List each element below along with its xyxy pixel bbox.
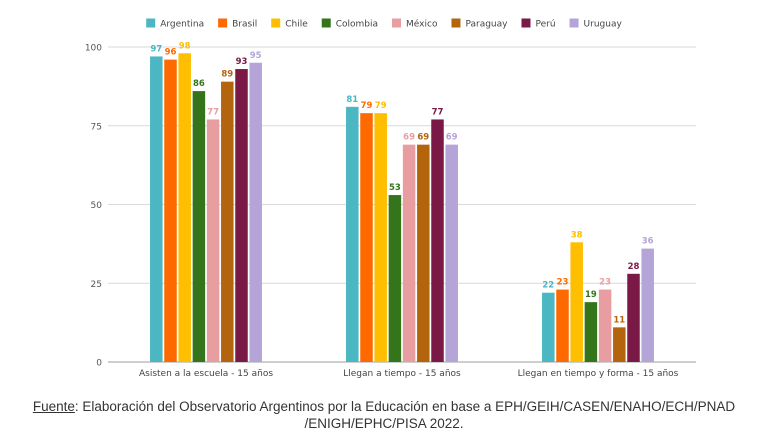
legend-swatch bbox=[321, 18, 331, 28]
bar-mexico-1 bbox=[206, 119, 220, 362]
y-tick-label: 100 bbox=[85, 44, 102, 54]
legend-swatch bbox=[392, 18, 402, 28]
data-label: 23 bbox=[599, 278, 611, 288]
legend-swatch bbox=[146, 18, 156, 28]
bar-uruguay-3 bbox=[641, 248, 654, 362]
legend-item-brasil: Brasil bbox=[218, 18, 257, 29]
bar-peru-3 bbox=[627, 273, 640, 362]
data-label: 98 bbox=[179, 41, 191, 51]
data-label: 93 bbox=[236, 57, 248, 67]
x-tick-label: Asisten a la escuela - 15 años bbox=[139, 369, 273, 379]
source-note: Fuente: Elaboración del Observatorio Arg… bbox=[20, 398, 748, 432]
y-tick-label: 75 bbox=[91, 122, 102, 132]
data-label: 69 bbox=[403, 133, 415, 143]
legend-item-paraguay: Paraguay bbox=[451, 18, 508, 29]
bar-brasil-3 bbox=[556, 289, 569, 362]
legend-label: Chile bbox=[285, 19, 308, 29]
bar-paraguay-3 bbox=[613, 327, 626, 362]
data-label: 22 bbox=[542, 281, 554, 291]
legend-label: Colombia bbox=[336, 19, 378, 29]
bar-brasil-2 bbox=[360, 113, 373, 363]
data-label: 86 bbox=[193, 79, 205, 89]
y-tick-label: 25 bbox=[91, 280, 102, 290]
data-label: 79 bbox=[375, 101, 387, 111]
data-label: 77 bbox=[207, 107, 219, 117]
data-label: 69 bbox=[446, 133, 458, 143]
legend-item-peru: Perú bbox=[521, 18, 556, 29]
legend-label: Perú bbox=[535, 19, 555, 29]
legend-item-uruguay: Uruguay bbox=[569, 18, 623, 29]
legend-item-argentina: Argentina bbox=[146, 18, 204, 29]
legend-label: Brasil bbox=[232, 19, 257, 29]
bar-chile-1 bbox=[178, 53, 191, 363]
data-label: 38 bbox=[571, 230, 583, 240]
bar-mexico-2 bbox=[402, 144, 416, 362]
bar-colombia-1 bbox=[192, 91, 206, 362]
bar-brasil-1 bbox=[164, 59, 177, 362]
legend-item-colombia: Colombia bbox=[321, 18, 378, 29]
x-tick-label: Llegan a tiempo - 15 años bbox=[343, 369, 461, 379]
bar-argentina-1 bbox=[150, 56, 163, 362]
bar-uruguay-2 bbox=[445, 144, 458, 362]
data-label: 28 bbox=[628, 262, 640, 272]
y-tick-label: 0 bbox=[96, 359, 102, 369]
bar-uruguay-1 bbox=[249, 62, 262, 362]
data-label: 23 bbox=[557, 278, 569, 288]
bar-paraguay-2 bbox=[417, 144, 430, 362]
bar-argentina-3 bbox=[542, 292, 555, 362]
legend-label: México bbox=[406, 18, 438, 29]
y-tick-label: 50 bbox=[91, 201, 103, 211]
bar-peru-2 bbox=[431, 119, 444, 362]
data-label: 96 bbox=[165, 48, 177, 58]
gridlines bbox=[108, 46, 696, 363]
legend-item-chile: Chile bbox=[271, 18, 308, 29]
x-tick-label: Llegan en tiempo y forma - 15 años bbox=[518, 369, 679, 379]
data-label: 79 bbox=[361, 101, 373, 111]
source-label: Fuente bbox=[32, 399, 75, 414]
bar-chile-2 bbox=[374, 113, 387, 363]
legend-label: Paraguay bbox=[465, 19, 508, 29]
y-axis: 0 25 50 75 100 bbox=[85, 44, 102, 369]
data-label: 77 bbox=[432, 107, 444, 117]
bar-colombia-3 bbox=[584, 302, 598, 362]
data-label: 81 bbox=[346, 95, 358, 105]
bar-paraguay-1 bbox=[221, 81, 234, 363]
data-label: 19 bbox=[585, 290, 597, 300]
legend-swatch bbox=[521, 18, 531, 28]
bar-colombia-2 bbox=[388, 195, 402, 362]
legend-item-mexico: México bbox=[392, 18, 438, 29]
data-label: 53 bbox=[389, 183, 401, 193]
legend-swatch bbox=[271, 18, 281, 28]
legend-swatch bbox=[451, 18, 461, 28]
x-axis: Asisten a la escuela - 15 años Llegan a t… bbox=[139, 369, 679, 379]
bar-argentina-2 bbox=[346, 106, 359, 362]
legend-label: Uruguay bbox=[584, 19, 623, 29]
data-label: 69 bbox=[417, 133, 429, 143]
bar-mexico-3 bbox=[598, 289, 612, 362]
data-label: 11 bbox=[613, 315, 625, 325]
legend: Argentina Brasil Chile Colombia México Paragu… bbox=[146, 18, 622, 29]
bar-chile-3 bbox=[570, 242, 583, 362]
bars bbox=[150, 53, 654, 363]
legend-swatch bbox=[218, 18, 228, 28]
source-text: : Elaboración del Observatorio Argentino… bbox=[74, 399, 736, 431]
legend-label: Argentina bbox=[160, 19, 204, 29]
bar-peru-1 bbox=[235, 69, 248, 363]
data-label: 36 bbox=[642, 237, 654, 247]
data-label: 95 bbox=[250, 51, 262, 61]
data-label: 97 bbox=[150, 44, 162, 54]
legend-swatch bbox=[569, 18, 579, 28]
data-label: 89 bbox=[221, 70, 233, 80]
